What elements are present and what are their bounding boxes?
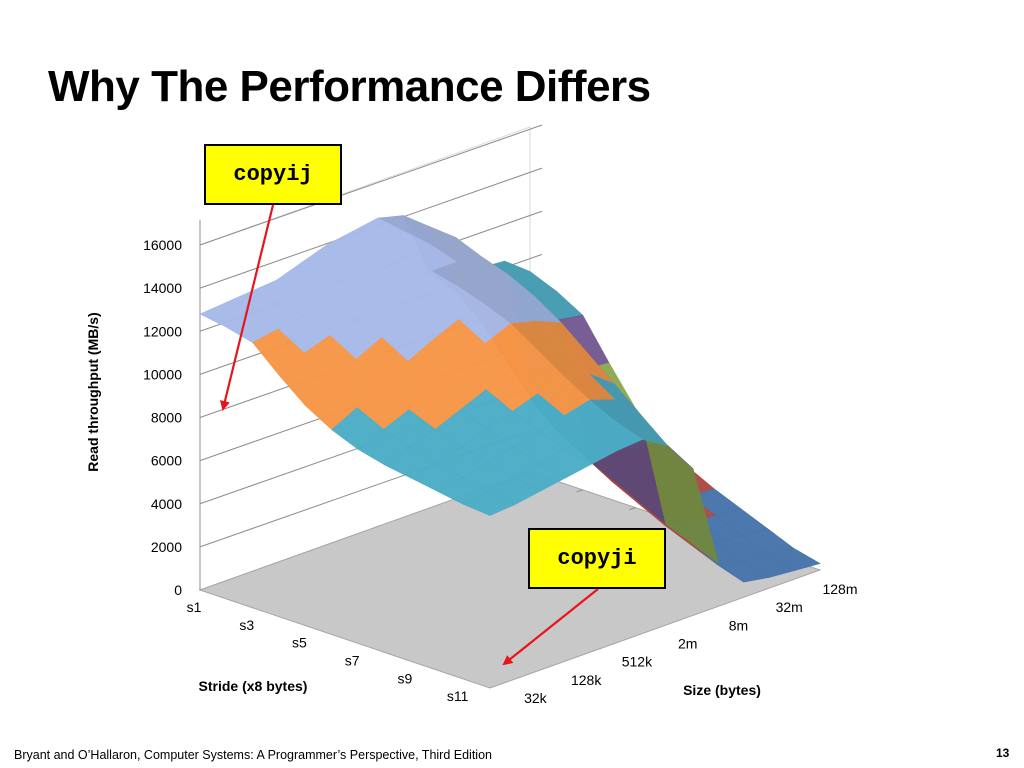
z-tick-label-12000: 12000 bbox=[143, 323, 182, 339]
stride-tick-label-s9: s9 bbox=[398, 670, 413, 686]
stride-tick-mark bbox=[629, 507, 636, 511]
gridline-16000 bbox=[199, 124, 543, 246]
z-tick-label-0: 0 bbox=[174, 582, 182, 598]
size-tick-label-512k: 512k bbox=[622, 654, 653, 670]
copyji-arrow bbox=[502, 588, 599, 666]
y-axis-title: Size (bytes) bbox=[683, 682, 761, 698]
size-tick-label-32k: 32k bbox=[524, 690, 548, 706]
z-tick-label-10000: 10000 bbox=[143, 366, 182, 382]
slide-title: Why The Performance Differs bbox=[48, 62, 651, 111]
z-axis-title: Read throughput (MB/s) bbox=[85, 312, 101, 471]
slide-number: 13 bbox=[996, 746, 1010, 760]
axis-labels: 0 2000 4000 6000 8000 10000 12000 14000 16000 s1 s… bbox=[85, 237, 858, 706]
callout-arrows bbox=[220, 204, 599, 666]
z-tick-label-4000: 4000 bbox=[151, 496, 182, 512]
stride-tick-label-s11: s11 bbox=[447, 688, 469, 704]
z-tick-label-8000: 8000 bbox=[151, 410, 182, 426]
chart-floor bbox=[198, 471, 822, 689]
footer-citation: Bryant and O’Hallaron, Computer Systems:… bbox=[14, 748, 492, 762]
stride-tick-mark bbox=[576, 489, 583, 493]
copyij-arrow bbox=[220, 204, 275, 411]
stride-tick-label-s5: s5 bbox=[292, 635, 307, 651]
z-tick-label-6000: 6000 bbox=[151, 453, 182, 469]
callout-copyji: copyji bbox=[528, 528, 666, 589]
size-tick-label-8m: 8m bbox=[729, 617, 748, 633]
stride-tick-label-s1: s1 bbox=[187, 599, 202, 615]
size-tick-label-2m: 2m bbox=[678, 635, 697, 651]
x-axis-title: Stride (x8 bytes) bbox=[199, 678, 308, 694]
z-tick-label-2000: 2000 bbox=[151, 539, 182, 555]
size-tick-label-32m: 32m bbox=[776, 599, 803, 615]
z-tick-label-14000: 14000 bbox=[143, 280, 182, 296]
stride-tick-label-s3: s3 bbox=[239, 617, 254, 633]
surface-mesh bbox=[199, 214, 821, 583]
size-tick-label-128k: 128k bbox=[571, 672, 602, 688]
stride-tick-label-s7: s7 bbox=[345, 652, 360, 668]
surface-cell-s11-16k bbox=[462, 490, 517, 516]
z-tick-label-16000: 16000 bbox=[143, 237, 182, 253]
size-tick-label-128m: 128m bbox=[822, 581, 857, 597]
callout-copyij: copyij bbox=[204, 144, 342, 205]
